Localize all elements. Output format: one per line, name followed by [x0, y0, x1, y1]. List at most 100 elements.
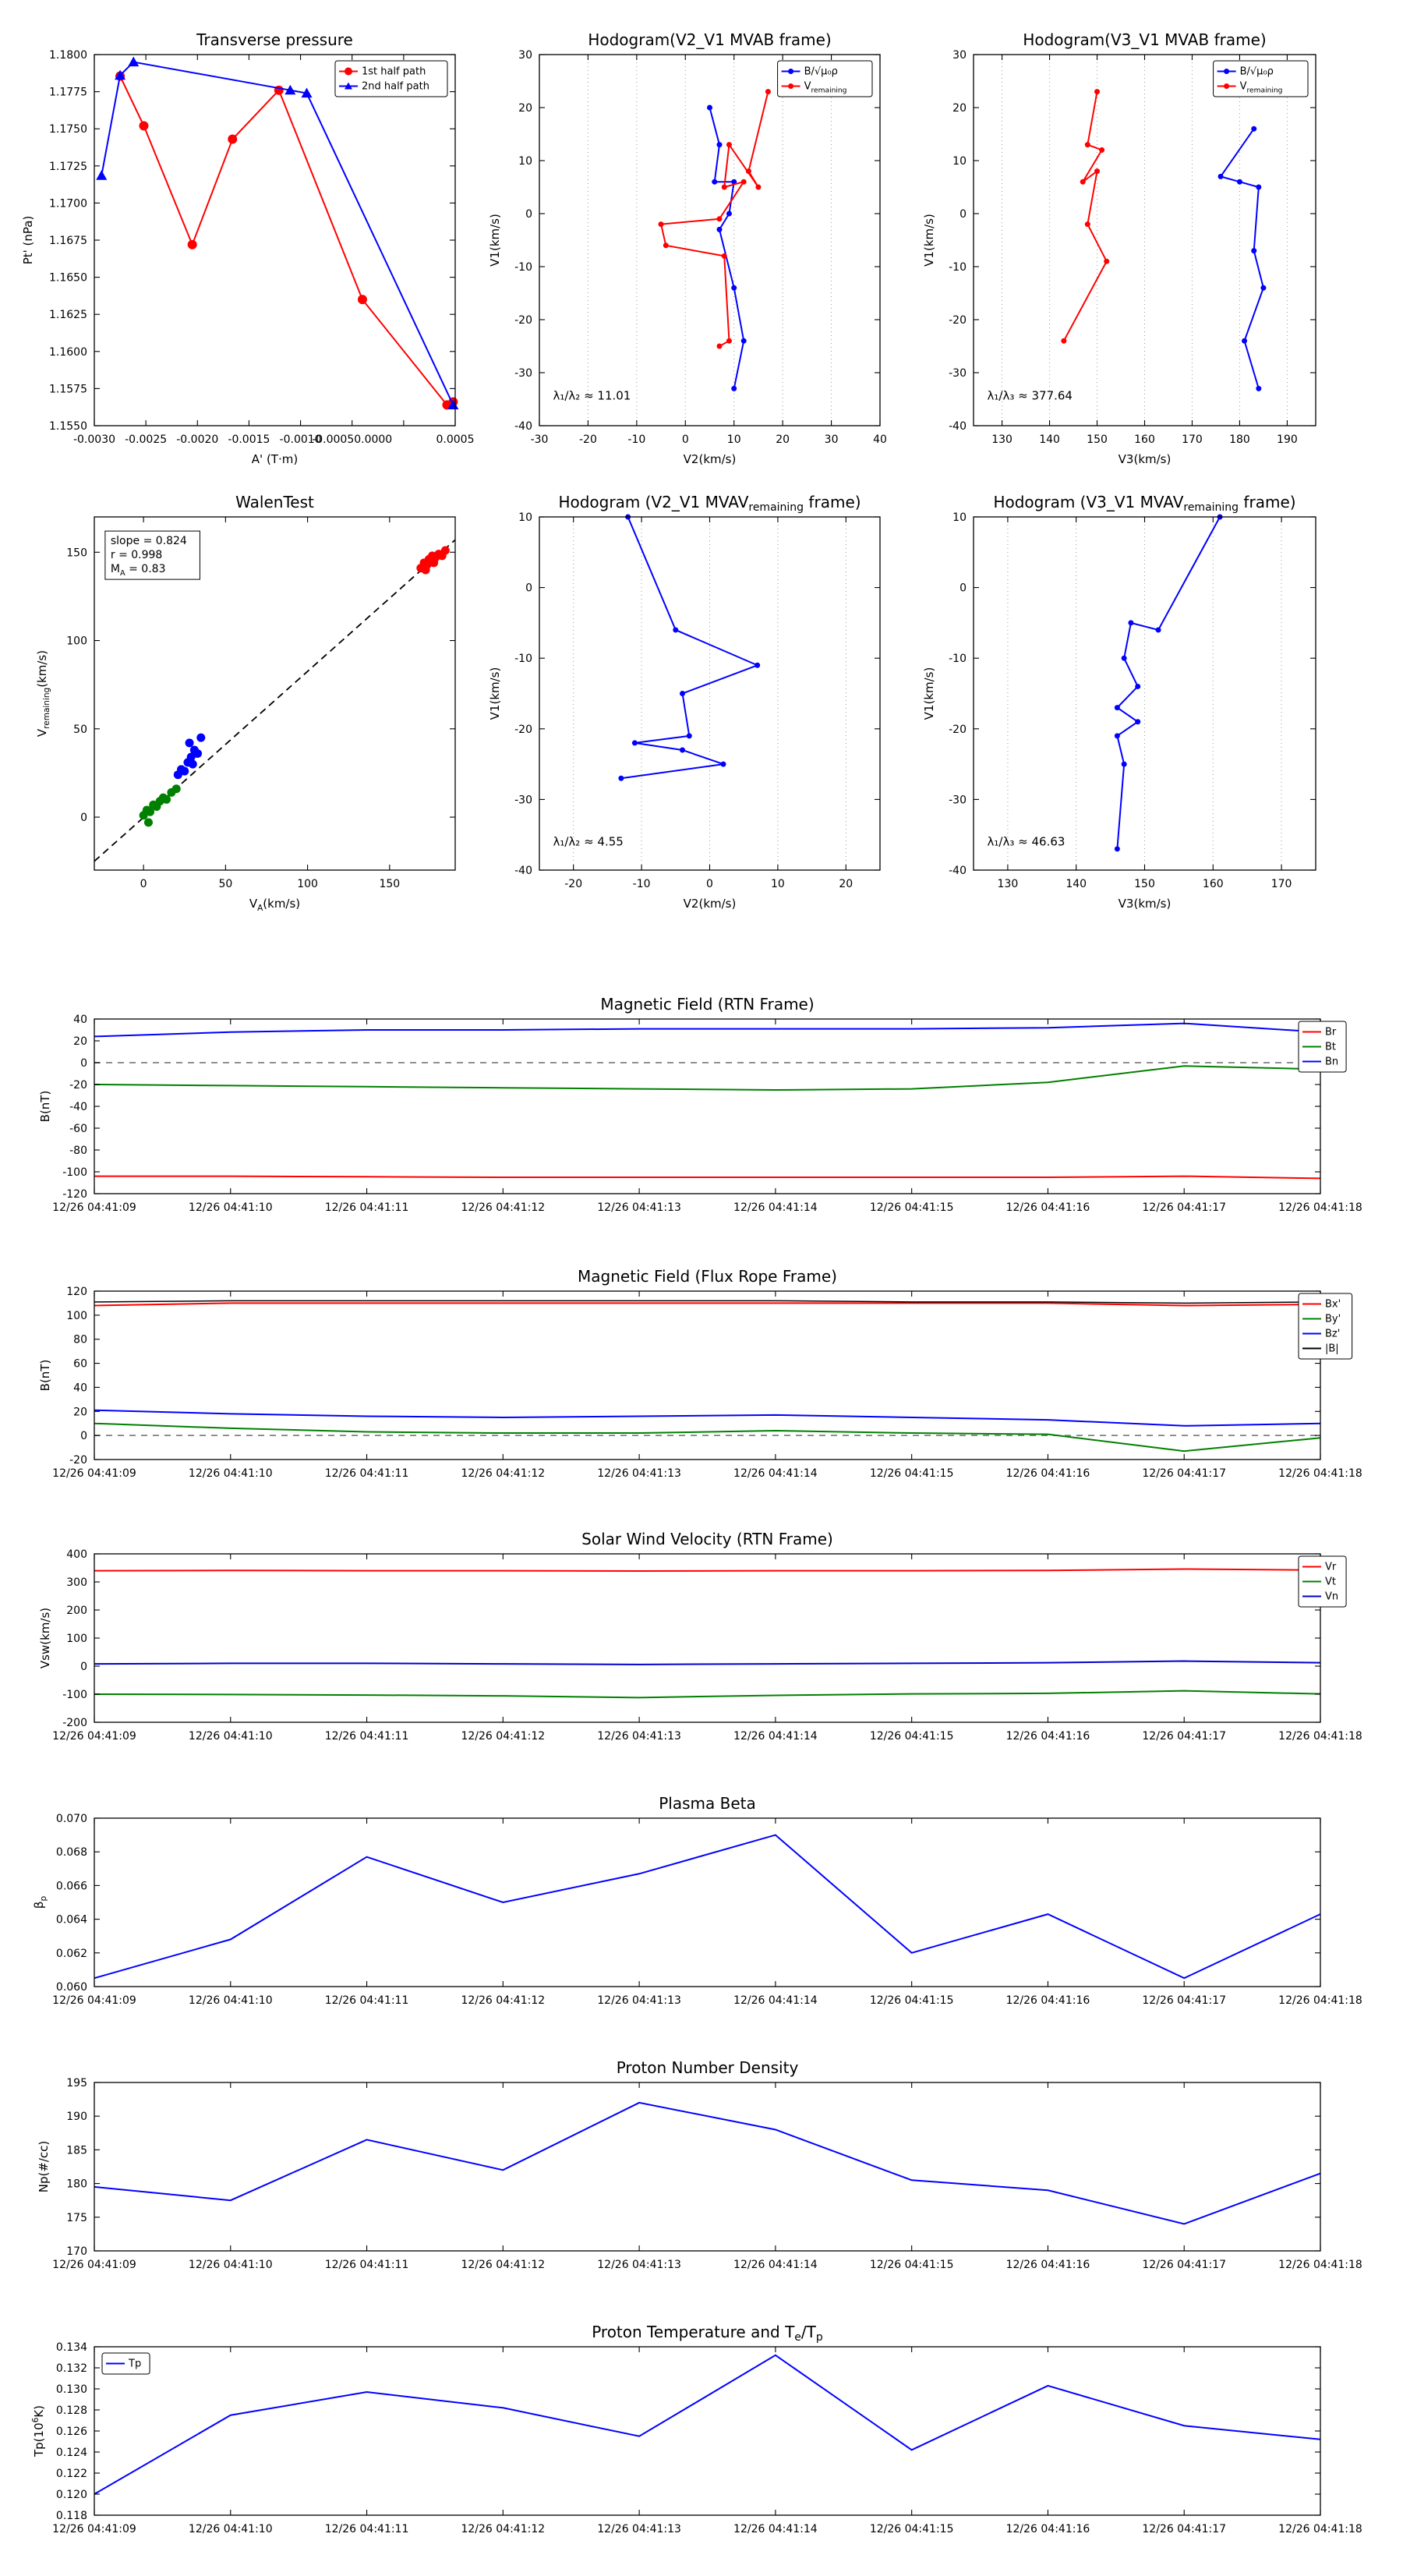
legend-label: B/√μ₀ρ	[1240, 66, 1274, 78]
x-tick-label: 12/26 04:41:10	[189, 1994, 273, 2007]
x-tick-label: -0.0030	[73, 433, 115, 446]
x-tick-label: 12/26 04:41:09	[52, 1201, 136, 1214]
y-axis-label: V1(km/s)	[488, 214, 502, 267]
y-tick-label: -20	[69, 1454, 87, 1467]
legend: B/√μ₀ρ Vremaining	[1213, 60, 1309, 97]
x-tick-label: 20	[776, 433, 790, 446]
x-tick-label: 12/26 04:41:10	[189, 1467, 273, 1480]
x-tick-label: 12/26 04:41:13	[597, 2523, 681, 2535]
legend-label: |B|	[1325, 1343, 1339, 1355]
y-tick-label: 1.1575	[49, 383, 87, 395]
x-tick-label: 12/26 04:41:18	[1278, 1201, 1362, 1214]
x-tick-label: 12/26 04:41:11	[325, 1994, 409, 2007]
y-tick-label: 1.1675	[49, 235, 87, 247]
y-axis: 1.1550 1.1575 1.1600 1.1625 1.1650 1.1675 1.17…	[49, 49, 455, 433]
y-tick-label: 100	[66, 1310, 87, 1322]
y-tick-label: 0	[959, 582, 967, 595]
x-tick-label: 160	[1134, 433, 1155, 446]
chart-hodogram-v3v1-mvav: 130 140 150 160 170 -40 -30 -20 -10 0 10 Hodogram (…	[922, 493, 1316, 911]
x-tick-label: 12/26 04:41:15	[870, 1730, 954, 1743]
y-tick-label: 30	[518, 49, 532, 62]
y-tick-label: -100	[62, 1689, 87, 1701]
x-tick-label: 12/26 04:41:09	[52, 1467, 136, 1480]
series-|B|	[94, 1300, 1321, 1304]
chart-title: Hodogram (V3_V1 MVAVremaining frame)	[993, 493, 1295, 514]
y-tick-label: 60	[73, 1358, 87, 1371]
y-axis-label: Vremaining(km/s)	[35, 650, 51, 737]
x-tick-label: 12/26 04:41:17	[1142, 1201, 1226, 1214]
y-tick-label: 1.1750	[49, 123, 87, 136]
y-tick-label: -10	[949, 653, 967, 665]
x-axis: 12/26 04:41:09 12/26 04:41:10 12/26 04:41:…	[52, 1818, 1362, 2007]
x-tick-label: 12/26 04:41:17	[1142, 1730, 1226, 1743]
y-tick-label: -30	[514, 794, 532, 806]
y-tick-label: -40	[949, 420, 967, 433]
series-scatter-green	[139, 784, 181, 827]
y-axis: -40 -30 -20 -10 0 10	[949, 511, 1316, 877]
x-tick-label: 12/26 04:41:14	[733, 1994, 818, 2007]
x-tick-label: 12/26 04:41:17	[1142, 1994, 1226, 2007]
y-tick-label: 1.1600	[49, 346, 87, 359]
y-tick-label: 0	[80, 812, 87, 824]
series-Vn	[94, 1660, 1321, 1665]
y-tick-label: -10	[949, 261, 967, 274]
series-V_{remaining}	[618, 514, 761, 781]
y-axis: -20 0 20 40 60 80 100 120	[66, 1286, 1320, 1467]
x-tick-label: -20	[564, 878, 582, 890]
chart-proton-temp: 12/26 04:41:09 12/26 04:41:10 12/26 04:41:…	[31, 2323, 1362, 2535]
x-tick-label: 30	[825, 433, 839, 446]
x-tick-label: 12/26 04:41:10	[189, 1201, 273, 1214]
chart-title: Proton Number Density	[617, 2058, 799, 2077]
y-tick-label: 180	[66, 2178, 87, 2191]
y-tick-label: 0.064	[56, 1914, 87, 1927]
y-tick-label: 0.126	[56, 2426, 87, 2438]
y-tick-label: 0	[80, 1430, 87, 1442]
chart-mag-fluxrope: 12/26 04:41:09 12/26 04:41:10 12/26 04:41:…	[38, 1267, 1362, 1480]
y-tick-label: -20	[514, 724, 532, 736]
x-tick-label: 12/26 04:41:18	[1278, 1994, 1362, 2007]
x-tick-label: 12/26 04:41:12	[461, 2523, 545, 2535]
chart-title: Transverse pressure	[196, 30, 353, 49]
chart-proton-density: 12/26 04:41:09 12/26 04:41:10 12/26 04:41:…	[37, 2058, 1362, 2271]
stats-line: slope = 0.824	[111, 535, 187, 547]
y-tick-label: 170	[66, 2245, 87, 2258]
chart-hodogram-v2v1-mvav: -20 -10 0 10 20 -40 -30 -20 -10 0 10 Hodogram (V2_V…	[488, 493, 881, 911]
y-tick-label: -120	[62, 1188, 87, 1201]
x-tick-label: 10	[727, 433, 741, 446]
chart-title: Plasma Beta	[659, 1794, 756, 1813]
x-tick-label: 12/26 04:41:15	[870, 1467, 954, 1480]
y-tick-label: 150	[66, 547, 87, 559]
y-tick-label: 0	[959, 208, 967, 221]
chart-title: Solar Wind Velocity (RTN Frame)	[581, 1530, 833, 1548]
plot-frame	[94, 1817, 1321, 1987]
x-tick-label: 12/26 04:41:18	[1278, 1730, 1362, 1743]
x-tick-label: 12/26 04:41:12	[461, 1730, 545, 1743]
x-tick-label: 12/26 04:41:12	[461, 1467, 545, 1480]
y-tick-label: -20	[514, 314, 532, 327]
y-axis-label: Pt' (nPa)	[21, 216, 35, 265]
x-tick-label: 12/26 04:41:16	[1006, 1994, 1090, 2007]
chart-vsw-rtn: 12/26 04:41:09 12/26 04:41:10 12/26 04:41:…	[38, 1530, 1362, 1743]
y-tick-label: 0.132	[56, 2362, 87, 2375]
y-tick-label: -20	[949, 314, 967, 327]
series-Bt	[94, 1065, 1321, 1092]
y-axis: 170 175 180 185 190 195	[66, 2077, 1320, 2258]
series-Bn	[94, 1022, 1321, 1038]
y-tick-label: 0.124	[56, 2447, 87, 2459]
x-tick-label: 150	[379, 878, 400, 890]
y-tick-label: 1.1650	[49, 272, 87, 285]
legend-label: Vremaining	[804, 81, 847, 95]
y-tick-label: -20	[69, 1079, 87, 1092]
stats-line: r = 0.998	[111, 549, 162, 561]
x-axis-label: V3(km/s)	[1119, 897, 1172, 911]
x-tick-label: 12/26 04:41:11	[325, 1467, 409, 1480]
series-Tp	[94, 2354, 1321, 2495]
y-tick-label: 195	[66, 2077, 87, 2089]
chart-hodogram-v2v1-mvab: -30 -20 -10 0 10 20 30 40-40-30-20-100102030Hod…	[488, 30, 887, 466]
legend-label: Vt	[1325, 1576, 1336, 1588]
y-axis: -40 -30 -20 -10 0 10	[514, 511, 880, 877]
x-tick-label: 12/26 04:41:14	[733, 2523, 818, 2535]
x-axis-label: A' (T·m)	[252, 452, 298, 466]
chart-title: Magnetic Field (RTN Frame)	[600, 995, 814, 1014]
